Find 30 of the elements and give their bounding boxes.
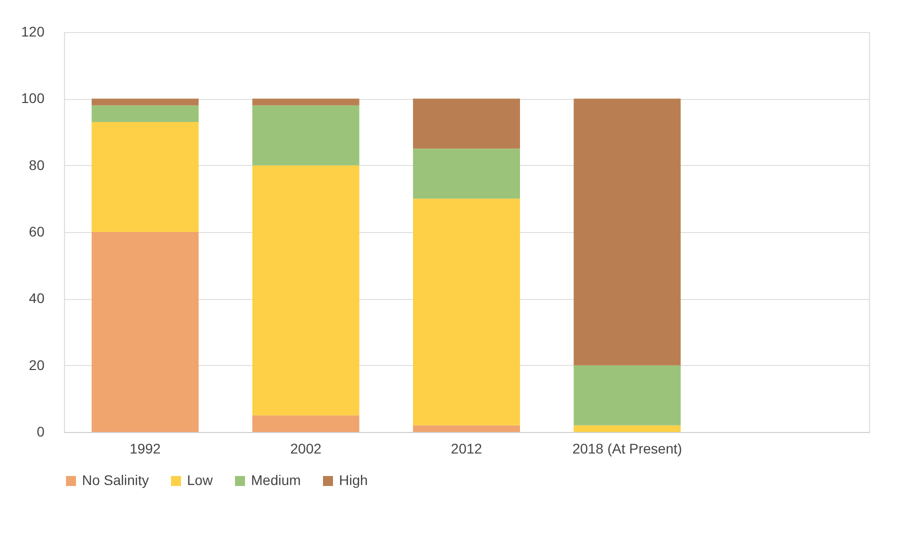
x-tick-label: 2012 (450, 440, 482, 456)
bar (252, 415, 360, 432)
bar (413, 98, 520, 149)
bar (92, 98, 199, 106)
y-tick-label: 0 (36, 424, 45, 440)
legend-label: Medium (251, 472, 301, 488)
y-tick-label: 40 (28, 290, 45, 306)
legend-label: High (339, 472, 368, 488)
x-tick-label: 2002 (290, 440, 322, 456)
legend-label: No Salinity (82, 472, 149, 488)
bar (574, 98, 681, 366)
x-tick-label: 2018 (At Present) (572, 440, 682, 456)
y-tick-label: 100 (21, 90, 45, 106)
bar (92, 105, 199, 122)
legend-label: Low (187, 472, 214, 488)
y-tick-label: 20 (28, 356, 45, 373)
bar (92, 122, 199, 232)
bar (413, 425, 520, 432)
y-tick-label: 80 (28, 156, 45, 173)
bar (252, 105, 360, 166)
bar (252, 165, 360, 416)
y-tick-label: 60 (28, 224, 45, 240)
bar (574, 425, 681, 432)
x-tick-label: 1992 (130, 440, 161, 456)
y-tick-label: 120 (21, 24, 45, 40)
bar (413, 148, 520, 199)
bar (252, 98, 360, 106)
bar (92, 232, 199, 432)
bar (574, 365, 681, 426)
bar (413, 198, 520, 426)
